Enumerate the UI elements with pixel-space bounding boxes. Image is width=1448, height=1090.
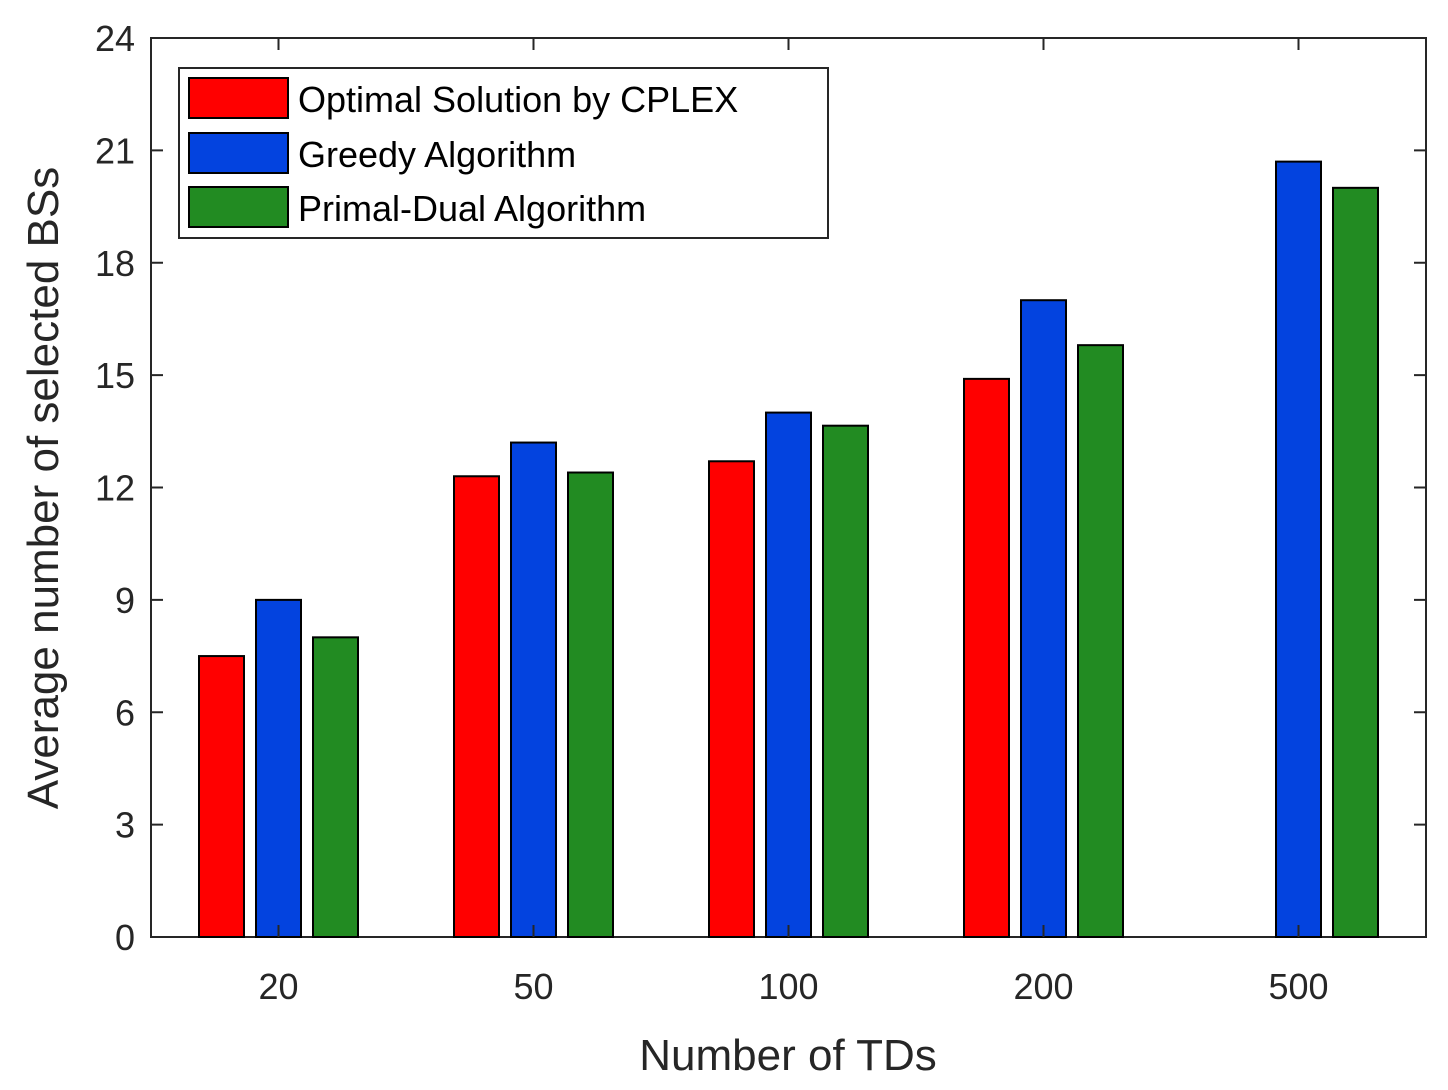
bar-series2-cat-500 [1332, 186, 1379, 939]
x-tick-label-20: 20 [258, 966, 298, 1007]
x-tick-label-200: 200 [1013, 966, 1073, 1007]
y-tick-label: 3 [115, 805, 135, 846]
bars [198, 160, 1379, 939]
x-axis-title: Number of TDs [639, 1031, 937, 1080]
y-tick-label: 6 [115, 692, 135, 733]
y-tick-label: 12 [95, 468, 135, 509]
y-axis-title: Average number of selected BSs [19, 167, 68, 809]
y-tick-label: 18 [95, 243, 135, 284]
bar-series1-cat-20 [255, 598, 302, 938]
bar-series1-cat-500 [1275, 160, 1322, 939]
legend-swatch-primal-dual [188, 186, 289, 228]
legend-label-greedy: Greedy Algorithm [298, 134, 576, 175]
x-tick-label-100: 100 [758, 966, 818, 1007]
y-tick-label: 0 [115, 917, 135, 958]
bar-series0-cat-200 [963, 377, 1010, 938]
x-tick-label-50: 50 [513, 966, 553, 1007]
legend-swatch-greedy [188, 132, 289, 174]
bar-series0-cat-20 [198, 655, 245, 938]
legend-label-primal-dual: Primal-Dual Algorithm [298, 188, 646, 229]
y-tick-label: 15 [95, 355, 135, 396]
y-tick-label: 21 [95, 130, 135, 171]
bar-series1-cat-200 [1020, 299, 1067, 939]
bar-series1-cat-100 [765, 411, 812, 939]
legend: Optimal Solution by CPLEX Greedy Algorit… [178, 67, 829, 239]
bar-series2-cat-20 [312, 636, 359, 938]
bar-series0-cat-100 [708, 460, 755, 938]
y-axis-ticks: 0 3 6 9 12 15 18 21 24 [95, 18, 1426, 958]
bar-series0-cat-50 [453, 475, 500, 938]
legend-swatch-cplex [188, 77, 289, 119]
y-tick-label: 24 [95, 18, 135, 59]
x-tick-label-500: 500 [1268, 966, 1328, 1007]
bar-series1-cat-50 [510, 441, 557, 938]
y-tick-label: 9 [115, 580, 135, 621]
x-axis-ticks: 20 50 100 200 500 [258, 38, 1329, 1007]
bar-series2-cat-50 [567, 471, 614, 938]
bar-series2-cat-100 [822, 424, 869, 938]
bar-series2-cat-200 [1077, 344, 1124, 938]
legend-label-cplex: Optimal Solution by CPLEX [298, 79, 738, 120]
